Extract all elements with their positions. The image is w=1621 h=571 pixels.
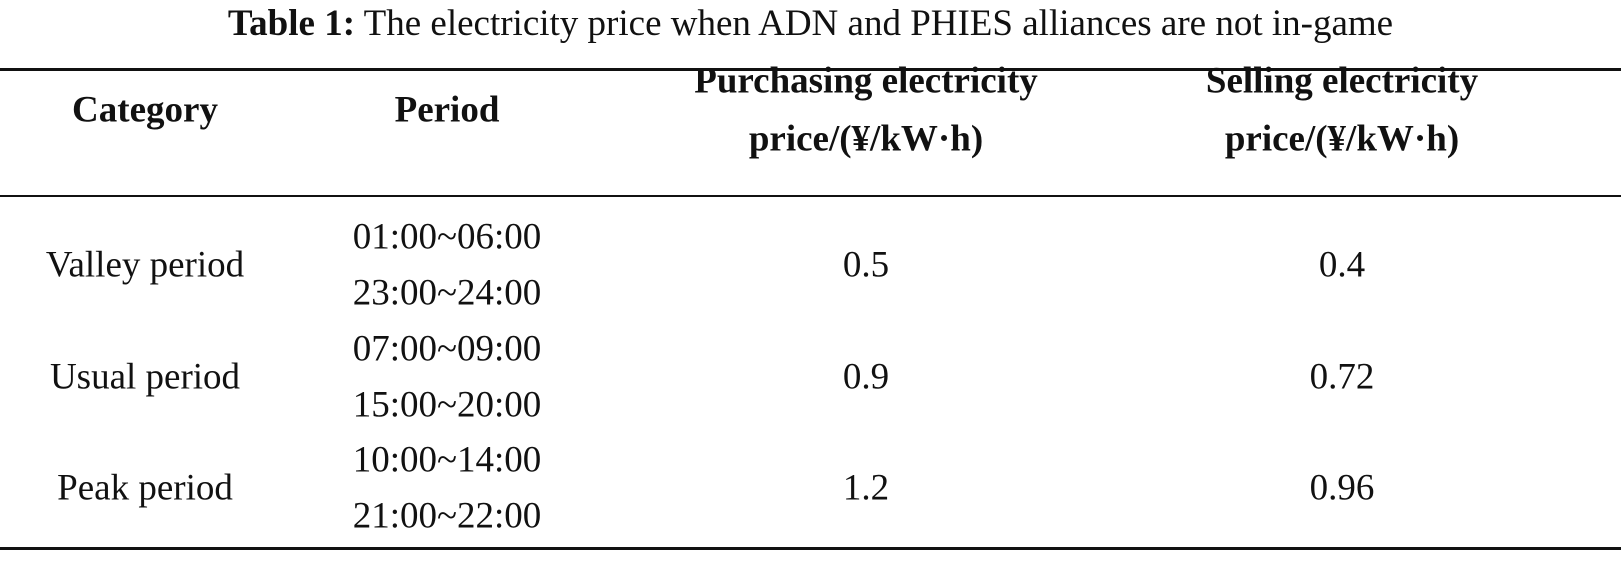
header-cell: Selling electricity xyxy=(1205,60,1479,102)
header-rule xyxy=(0,195,1621,197)
header-cell: Purchasing electricity xyxy=(694,60,1038,102)
header-cell: price/(¥/kW·h) xyxy=(1224,118,1460,160)
header-cell: price/(¥/kW·h) xyxy=(748,118,984,160)
table-caption: Table 1: The electricity price when ADN … xyxy=(0,2,1621,45)
price-cell: 0.96 xyxy=(1309,467,1375,509)
header-cell: Period xyxy=(394,89,500,131)
caption-label: Table 1: xyxy=(227,3,356,44)
price-cell: 0.4 xyxy=(1318,244,1366,286)
period-cell: 01:00~06:00 xyxy=(352,216,542,258)
price-cell: 0.9 xyxy=(842,356,890,398)
top-rule xyxy=(0,68,1621,71)
category-cell: Valley period xyxy=(45,244,245,286)
price-cell: 0.72 xyxy=(1309,356,1375,398)
bottom-rule xyxy=(0,547,1621,550)
caption-text: The electricity price when ADN and PHIES… xyxy=(363,3,1394,44)
period-cell: 21:00~22:00 xyxy=(352,495,542,537)
header-cell: Category xyxy=(72,89,218,131)
period-cell: 23:00~24:00 xyxy=(352,272,542,314)
price-cell: 0.5 xyxy=(842,244,890,286)
period-cell: 07:00~09:00 xyxy=(352,328,542,370)
category-cell: Peak period xyxy=(57,467,233,509)
price-cell: 1.2 xyxy=(842,467,890,509)
period-cell: 10:00~14:00 xyxy=(352,439,542,481)
category-cell: Usual period xyxy=(49,356,241,398)
period-cell: 15:00~20:00 xyxy=(352,384,542,426)
